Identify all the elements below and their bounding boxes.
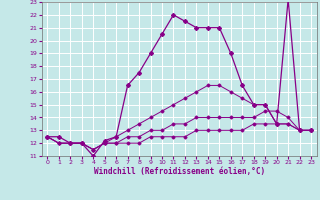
X-axis label: Windchill (Refroidissement éolien,°C): Windchill (Refroidissement éolien,°C) (94, 167, 265, 176)
